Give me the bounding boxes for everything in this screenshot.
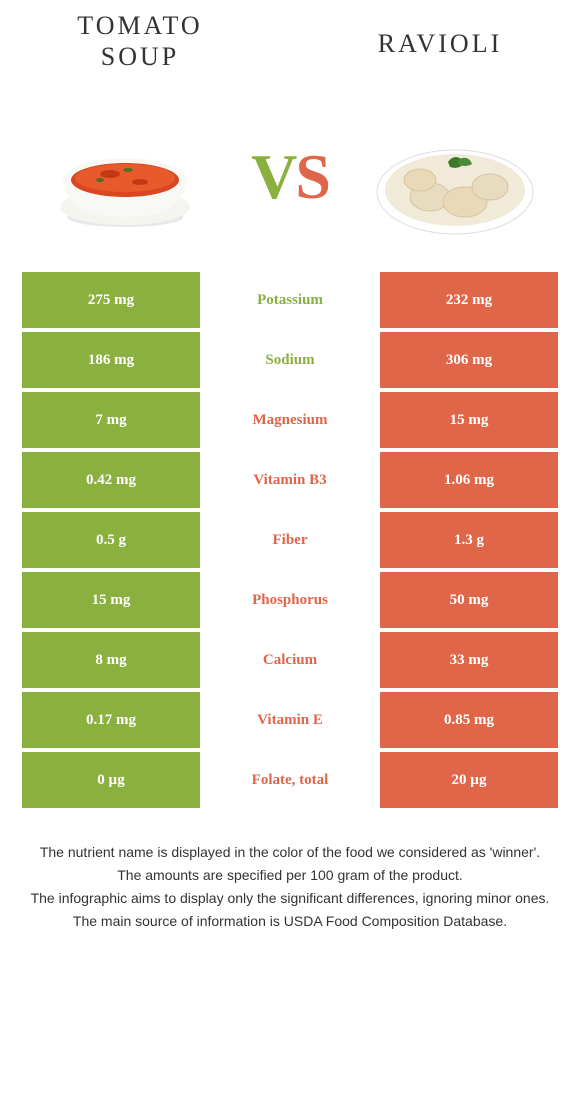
footer-line-1: The nutrient name is displayed in the co…	[20, 842, 560, 863]
footer-line-4: The main source of information is USDA F…	[20, 911, 560, 932]
right-value: 15 mg	[380, 392, 558, 448]
left-value: 0.17 mg	[22, 692, 200, 748]
table-row: 186 mgSodium306 mg	[22, 332, 558, 388]
right-value: 33 mg	[380, 632, 558, 688]
nutrient-label: Sodium	[200, 332, 380, 388]
table-row: 15 mgPhosphorus50 mg	[22, 572, 558, 628]
table-row: 8 mgCalcium33 mg	[22, 632, 558, 688]
left-title-line2: soup	[101, 42, 179, 71]
nutrient-label: Calcium	[200, 632, 380, 688]
right-value: 20 µg	[380, 752, 558, 808]
right-food-title: Ravioli	[350, 10, 530, 72]
header: Tomato soup Ravioli	[0, 0, 580, 92]
nutrient-label: Vitamin B3	[200, 452, 380, 508]
left-value: 8 mg	[22, 632, 200, 688]
left-value: 0.42 mg	[22, 452, 200, 508]
nutrient-label: Vitamin E	[200, 692, 380, 748]
comparison-table: 275 mgPotassium232 mg186 mgSodium306 mg7…	[0, 272, 580, 808]
left-value: 7 mg	[22, 392, 200, 448]
vs-label: VS	[251, 140, 329, 214]
left-value: 0 µg	[22, 752, 200, 808]
nutrient-label: Fiber	[200, 512, 380, 568]
images-row: VS	[0, 92, 580, 272]
left-food-title: Tomato soup	[50, 10, 230, 72]
left-value: 15 mg	[22, 572, 200, 628]
table-row: 0.17 mgVitamin E0.85 mg	[22, 692, 558, 748]
right-value: 50 mg	[380, 572, 558, 628]
footer-notes: The nutrient name is displayed in the co…	[0, 812, 580, 932]
left-value: 275 mg	[22, 272, 200, 328]
table-row: 0.42 mgVitamin B31.06 mg	[22, 452, 558, 508]
right-value: 1.06 mg	[380, 452, 558, 508]
left-value: 0.5 g	[22, 512, 200, 568]
vs-s: S	[295, 141, 329, 212]
table-row: 0 µgFolate, total20 µg	[22, 752, 558, 808]
footer-line-3: The infographic aims to display only the…	[20, 888, 560, 909]
nutrient-label: Magnesium	[200, 392, 380, 448]
right-value: 232 mg	[380, 272, 558, 328]
footer-line-2: The amounts are specified per 100 gram o…	[20, 865, 560, 886]
right-value: 0.85 mg	[380, 692, 558, 748]
table-row: 275 mgPotassium232 mg	[22, 272, 558, 328]
ravioli-image	[370, 112, 540, 242]
right-value: 306 mg	[380, 332, 558, 388]
nutrient-label: Folate, total	[200, 752, 380, 808]
table-row: 0.5 gFiber1.3 g	[22, 512, 558, 568]
nutrient-label: Phosphorus	[200, 572, 380, 628]
nutrient-label: Potassium	[200, 272, 380, 328]
left-value: 186 mg	[22, 332, 200, 388]
tomato-soup-image	[40, 112, 210, 242]
vs-v: V	[251, 141, 295, 212]
right-value: 1.3 g	[380, 512, 558, 568]
left-title-line1: Tomato	[77, 11, 202, 40]
table-row: 7 mgMagnesium15 mg	[22, 392, 558, 448]
